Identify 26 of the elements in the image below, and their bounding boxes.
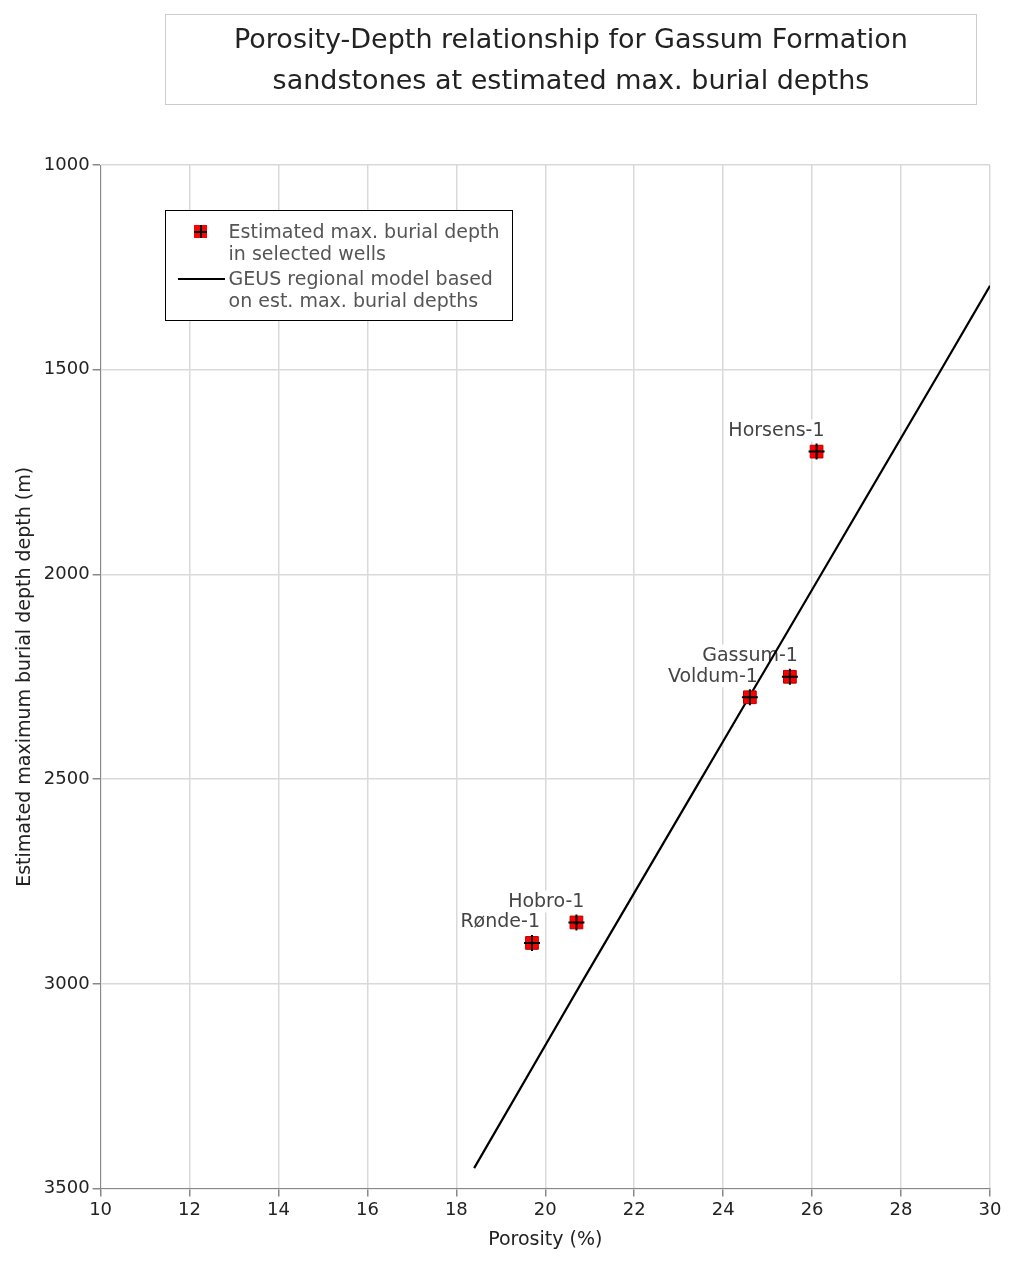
annotation: Hobro-1 (508, 888, 585, 911)
x-tick-label: 12 (178, 1198, 201, 1220)
y-tick-label: 1500 (43, 357, 90, 379)
y-tick-label: 2500 (43, 766, 90, 788)
x-tick-label: 14 (267, 1198, 290, 1220)
x-tick-label: 30 (978, 1198, 1002, 1220)
x-tick-label: 22 (622, 1198, 646, 1220)
y-tick-label: 3000 (43, 971, 90, 993)
y-axis-title: Estimated maximum burial depth depth (m) (12, 466, 35, 887)
annotation: Rønde-1 (460, 909, 540, 932)
x-axis-title: Porosity (%) (488, 1226, 603, 1249)
y-tick-label: 3500 (43, 1176, 90, 1198)
annotation: Horsens-1 (728, 418, 825, 441)
legend-label: GEUS regional model based on est. max. burial depths (228, 267, 494, 311)
y-tick-label: 2000 (43, 562, 90, 584)
x-tick-label: 20 (533, 1198, 557, 1220)
annotation: Voldum-1 (667, 663, 758, 686)
x-tick-label: 24 (711, 1198, 735, 1220)
chart-title: Porosity-Depth relationship for Gassum Formation sandstones at estimated max. burial depths (165, 14, 977, 105)
x-tick-label: 18 (444, 1198, 468, 1220)
x-tick-label: 26 (800, 1198, 824, 1220)
x-tick-label: 28 (889, 1198, 913, 1220)
x-tick-label: 10 (89, 1198, 113, 1220)
x-tick-label: 16 (355, 1198, 379, 1220)
legend-label: Estimated max. burial depth in selected wells (228, 220, 501, 264)
y-tick-label: 1000 (43, 152, 90, 174)
